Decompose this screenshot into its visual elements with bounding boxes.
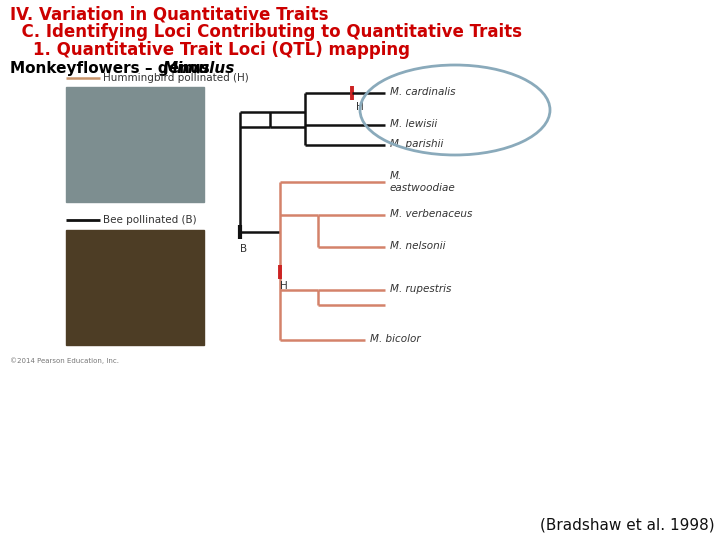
Text: C. Identifying Loci Contributing to Quantitative Traits: C. Identifying Loci Contributing to Quan…	[10, 23, 522, 41]
Text: Monkeyflowers – genus: Monkeyflowers – genus	[10, 61, 215, 76]
Text: Bee pollinated (B): Bee pollinated (B)	[103, 215, 197, 225]
Text: eastwoodiae: eastwoodiae	[390, 183, 456, 193]
Text: M. cardinalis: M. cardinalis	[390, 87, 456, 97]
Text: M. lewisii: M. lewisii	[390, 119, 437, 129]
Text: M. bicolor: M. bicolor	[370, 334, 420, 344]
Text: H: H	[356, 102, 364, 112]
Text: Hummingbird pollinated (H): Hummingbird pollinated (H)	[103, 73, 248, 83]
Text: (Bradshaw et al. 1998): (Bradshaw et al. 1998)	[541, 517, 715, 532]
Text: IV. Variation in Quantitative Traits: IV. Variation in Quantitative Traits	[10, 5, 328, 23]
Text: ©2014 Pearson Education, Inc.: ©2014 Pearson Education, Inc.	[10, 357, 119, 363]
Bar	[66, 87, 204, 202]
Text: B: B	[240, 244, 248, 254]
Text: Mimulus: Mimulus	[163, 61, 235, 76]
Text: M. verbenaceus: M. verbenaceus	[390, 209, 472, 219]
Text: M. rupestris: M. rupestris	[390, 284, 451, 294]
Text: M.: M.	[390, 171, 402, 181]
Text: H: H	[280, 281, 288, 291]
Bar	[66, 230, 204, 345]
Text: M. parishii: M. parishii	[390, 139, 444, 149]
Text: 1. Quantitative Trait Loci (QTL) mapping: 1. Quantitative Trait Loci (QTL) mapping	[10, 41, 410, 59]
Text: M. nelsonii: M. nelsonii	[390, 241, 446, 251]
